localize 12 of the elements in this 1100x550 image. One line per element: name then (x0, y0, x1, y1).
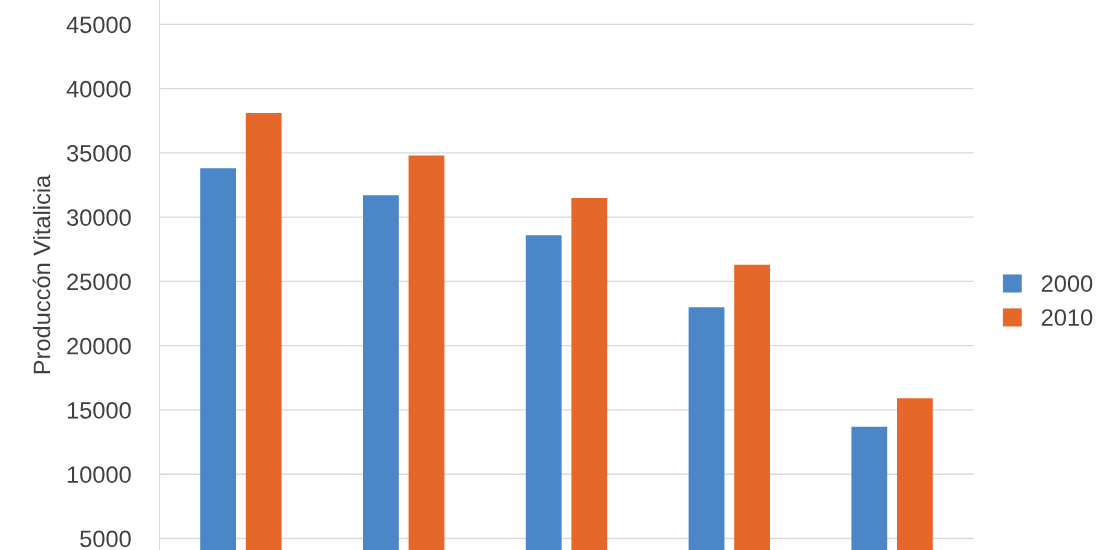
y-tick-label: 10000 (67, 466, 131, 483)
y-tick-label: 20000 (67, 337, 131, 355)
y-tick-label: 45000 (66, 16, 131, 34)
y-tick-label: 15000 (67, 402, 131, 419)
y-tick-label: 5000 (80, 530, 131, 548)
y-axis-title: Produccón Vitalicia (32, 174, 51, 374)
legend-label: 2000 (1041, 275, 1093, 292)
y-tick-label: 35000 (66, 144, 131, 162)
legend-label: 2010 (1041, 309, 1093, 326)
y-tick-label: 30000 (66, 209, 131, 226)
y-tick-label: 25000 (67, 273, 131, 291)
y-tick-label: 40000 (66, 80, 131, 98)
